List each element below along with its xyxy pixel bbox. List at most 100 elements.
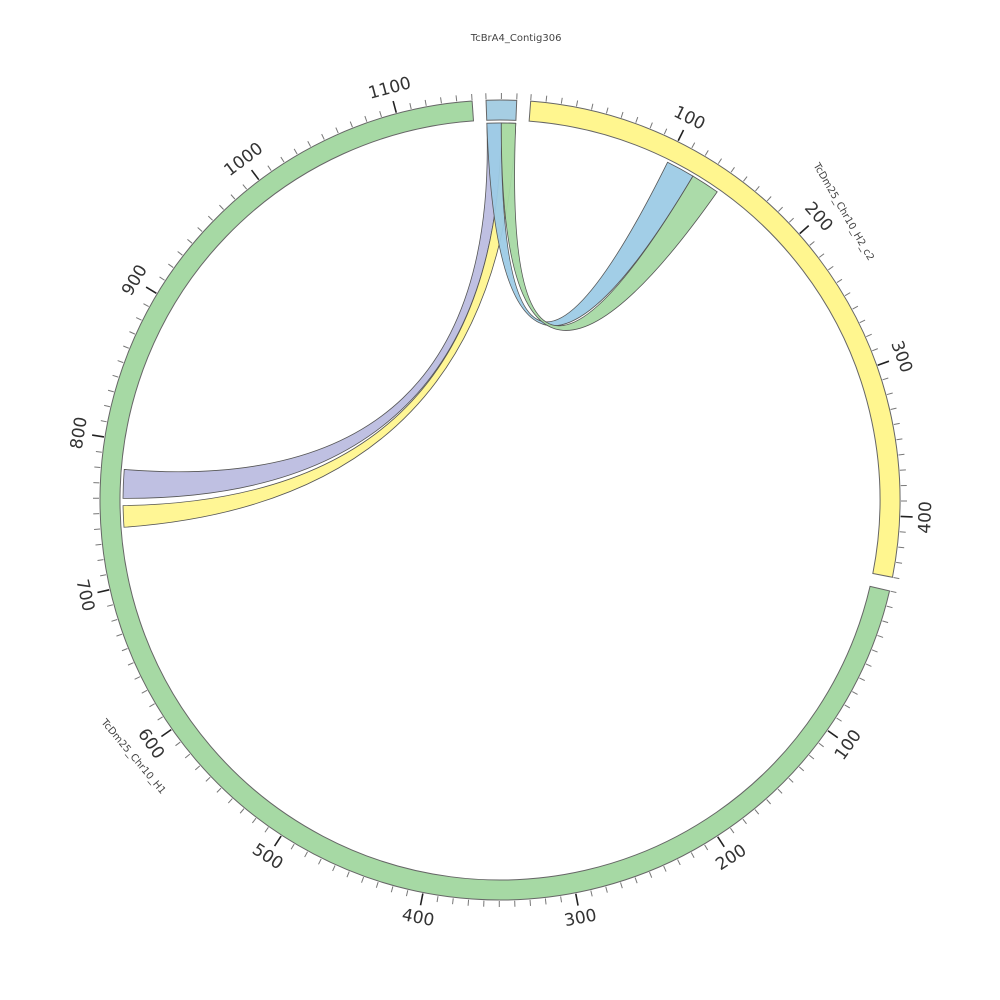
tick-tcdm25-chr10-h1-720	[97, 559, 104, 561]
tick-tcdm25-chr10-h2-c2-280	[866, 333, 872, 338]
tick-tcdm25-chr10-h1-830	[107, 389, 114, 393]
tick-tcdm25-chr10-h1-1140	[455, 95, 458, 102]
tick-tcdm25-chr10-h1-160	[766, 799, 772, 805]
tick-tcdm25-chr10-h1-790	[95, 450, 102, 453]
tick-tcdm25-chr10-h1-950	[197, 227, 203, 232]
tick-tcdm25-chr10-h2-c2-160	[755, 185, 760, 192]
tick-tcdm25-chr10-h1-1010	[267, 165, 272, 171]
tick-tcdm25-chr10-h1-130	[798, 766, 805, 772]
tick-tcdm25-chr10-h1-840	[112, 374, 119, 378]
tick-label-tcdm25-chr10-h1-1000: 1000	[220, 139, 267, 181]
tick-tcdm25-chr10-h1-910	[159, 276, 165, 281]
segment-tcdm25-chr10-h1	[99, 100, 891, 901]
tick-tcdm25-chr10-h2-c2-180	[778, 206, 783, 212]
tick-tcdm25-chr10-h2-c2-190	[788, 217, 794, 223]
tick-tcdm25-chr10-h1-990	[242, 184, 248, 190]
tick-tcdm25-chr10-h1-880	[135, 317, 142, 321]
tick-tcdm25-chr10-h1-1130	[440, 97, 442, 104]
segment-tcdm25-chr10-h2-c2	[528, 100, 901, 578]
tick-tcdm25-chr10-h2-c2-360	[898, 453, 905, 456]
tick-tcdm25-chr10-h2-c2-60	[620, 111, 624, 118]
tick-tcdm25-chr10-h1-470	[318, 858, 322, 865]
tick-tcdm25-chr10-h1-580	[184, 753, 191, 759]
tick-tcdm25-chr10-h1-560	[205, 776, 211, 782]
tick-tcdm25-chr10-h1-70	[852, 691, 858, 695]
tick-label-tcdm25-chr10-h1-1100: 1100	[366, 73, 413, 104]
tick-tcdm25-chr10-h1-40	[871, 649, 878, 653]
tick-tcdm25-chr10-h2-c2-100	[677, 129, 685, 142]
tick-tcdm25-chr10-h2-c2-40	[591, 103, 594, 110]
tick-tcdm25-chr10-h1-430	[375, 881, 379, 888]
tick-tcdm25-chr10-h1-810	[100, 420, 107, 423]
tick-tcdm25-chr10-h2-c2-240	[836, 278, 843, 284]
tick-tcdm25-chr10-h1-680	[111, 619, 118, 622]
tick-tcdm25-chr10-h2-c2-330	[890, 407, 897, 410]
tick-tcdm25-chr10-h1-260	[634, 877, 638, 884]
tick-tcdm25-chr10-h2-c2-270	[859, 319, 866, 324]
tick-tcdm25-chr10-h2-c2-260	[852, 305, 859, 310]
tick-tcdm25-chr10-h1-610	[157, 716, 163, 721]
tick-tcdm25-chr10-h1-90	[836, 717, 842, 722]
tick-tcdm25-chr10-h1-900	[145, 286, 157, 294]
tick-tcdm25-chr10-h2-c2-350	[896, 438, 903, 441]
tick-tcdm25-chr10-h2-c2-120	[704, 150, 709, 156]
tick-tcdm25-chr10-h1-500	[273, 835, 282, 847]
tick-tcdm25-chr10-h1-290	[590, 890, 593, 897]
tick-tcdm25-chr10-h1-120	[808, 754, 815, 760]
tick-tcdm25-chr10-h1-460	[332, 865, 336, 872]
tick-tcdm25-chr10-h2-c2-170	[766, 196, 772, 202]
tick-tcdm25-chr10-h1-710	[100, 574, 107, 577]
tick-tcdm25-chr10-h1-690	[106, 604, 114, 607]
tick-tcdm25-chr10-h1-50	[865, 663, 872, 667]
segment-tcbra4-contig306	[485, 99, 518, 121]
tick-tcdm25-chr10-h1-630	[141, 689, 148, 694]
tick-label-tcdm25-chr10-h2-c2-400: 400	[915, 501, 936, 534]
tick-tcdm25-chr10-h1-660	[121, 648, 128, 652]
tick-tcdm25-chr10-h2-c2-430	[896, 561, 903, 564]
tick-label-tcdm25-chr10-h1-200: 200	[712, 841, 750, 875]
tick-label-tcdm25-chr10-h1-700: 700	[71, 577, 98, 613]
tick-tcdm25-chr10-h1-800	[92, 434, 105, 438]
tick-label-tcdm25-chr10-h1-800: 800	[67, 415, 92, 450]
tick-tcdm25-chr10-h1-1070	[349, 121, 353, 128]
tick-tcdm25-chr10-h1-100	[827, 730, 839, 739]
tick-tcdm25-chr10-h2-c2-110	[691, 142, 696, 149]
tick-tcdm25-chr10-h1-240	[663, 865, 667, 872]
tick-tcdm25-chr10-h2-c2-300	[877, 360, 890, 366]
tick-tcdm25-chr10-h1-730	[95, 543, 102, 546]
tick-tcdm25-chr10-h1-0	[890, 590, 897, 594]
tick-tcdm25-chr10-h2-c2-220	[818, 253, 825, 258]
tick-tcdm25-chr10-h1-1030	[293, 148, 298, 155]
tick-tcdm25-chr10-h2-c2-50	[605, 107, 609, 114]
tick-tcdm25-chr10-h1-490	[290, 843, 295, 850]
tick-tcdm25-chr10-h1-540	[227, 798, 233, 804]
tick-tcdm25-chr10-h1-1060	[335, 127, 339, 134]
tick-tcdm25-chr10-h1-940	[187, 238, 193, 244]
tick-tcdm25-chr10-h1-920	[168, 263, 174, 268]
tick-tcdm25-chr10-h1-440	[361, 876, 365, 883]
tick-tcdm25-chr10-h1-700	[97, 589, 110, 594]
tick-tcdm25-chr10-h1-590	[175, 741, 181, 747]
tick-label-tcdm25-chr10-h1-100: 100	[831, 726, 866, 764]
tick-tcdm25-chr10-h2-c2-140	[730, 167, 735, 173]
tick-tcdm25-chr10-h1-180	[742, 818, 747, 825]
tick-tcdm25-chr10-h2-c2-420	[898, 546, 905, 549]
tick-tcdm25-chr10-h2-c2-200	[799, 225, 810, 235]
tick-tcdm25-chr10-h1-170	[754, 809, 760, 815]
link-3-tcbra4-contig306-to-tcdm25-chr10-h2-c2	[486, 122, 694, 327]
tick-tcdm25-chr10-h2-c2-80	[649, 122, 653, 129]
tick-tcdm25-chr10-h1-1100	[392, 100, 398, 113]
tick-tcdm25-chr10-h1-620	[149, 703, 155, 708]
tick-label-tcdm25-chr10-h2-c2-200: 200	[800, 198, 837, 236]
link-1-tcbra4-contig306-to-tcdm25-chr10-h1	[122, 122, 502, 499]
tick-tcdm25-chr10-h1-850	[117, 360, 124, 364]
tick-tcdm25-chr10-h1-980	[230, 194, 236, 200]
tick-tcdm25-chr10-h1-570	[194, 765, 201, 771]
tick-tcdm25-chr10-h1-670	[116, 633, 123, 637]
tick-tcdm25-chr10-h1-210	[704, 844, 709, 851]
tick-tcdm25-chr10-h1-1090	[379, 111, 382, 118]
tick-tcdm25-chr10-h2-c2-10	[545, 95, 548, 102]
tick-tcdm25-chr10-h1-650	[127, 662, 134, 666]
tick-tcdm25-chr10-h1-510	[264, 827, 269, 833]
